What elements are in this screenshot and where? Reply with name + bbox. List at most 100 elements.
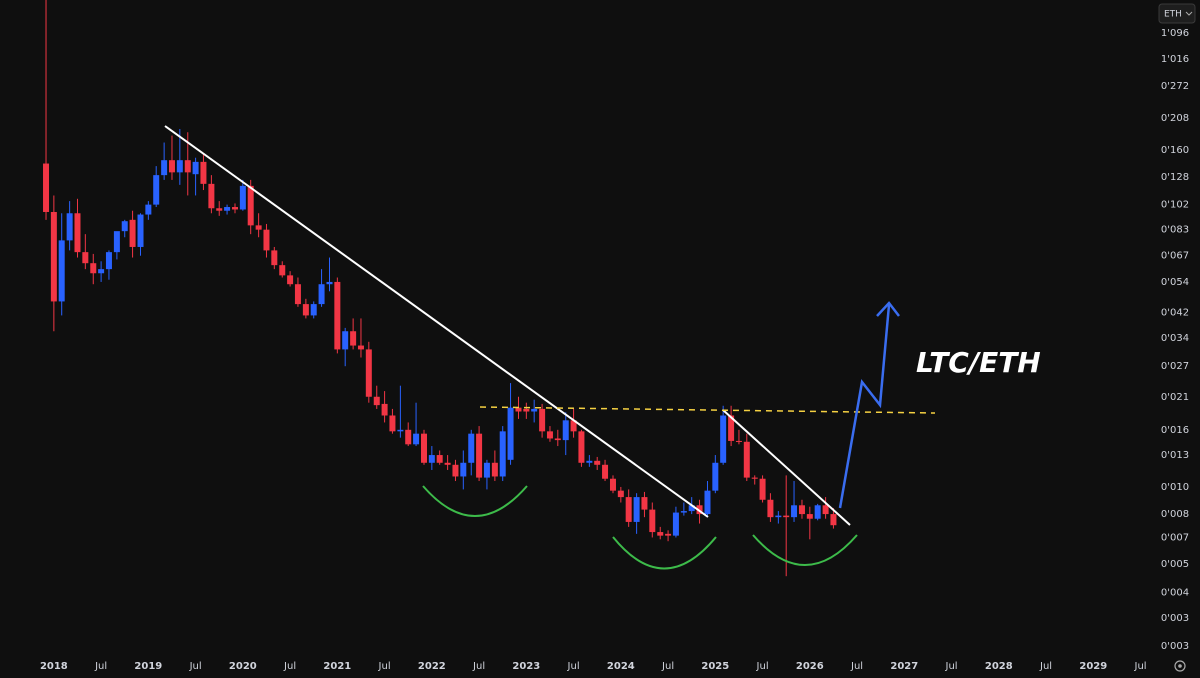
candle-body [491,462,498,477]
candle-body [822,505,829,515]
y-tick-label: 0'067 [1161,251,1189,262]
candle-body [405,429,412,445]
x-tick-label: 2028 [985,661,1013,672]
y-tick-label: 0'027 [1161,361,1189,372]
candle-body [287,275,294,285]
candle-body [680,511,687,513]
candle-body [452,464,459,477]
annotation: LTC/ETH [916,346,1041,379]
candle-body [239,185,246,210]
candle-body [357,345,364,350]
y-tick-label: 0'208 [1161,113,1189,124]
candle-body [342,331,349,350]
candle-body [232,207,239,210]
symbol-box[interactable] [1158,3,1196,24]
y-tick-label: 0'054 [1161,277,1189,288]
x-axis: 2018 Jul 2019 Jul 2020 Jul 2021 Jul 2022 Jul 2023 J… [40,661,1147,672]
candle-body [798,505,805,515]
base-arc [752,534,858,566]
symbol-label[interactable]: ETH [1164,10,1182,20]
candle-body [672,512,679,536]
y-tick-label: 0'042 [1161,307,1189,318]
candle-body [507,407,514,460]
candle-body [113,231,120,253]
x-tick-label: Jul [945,661,958,672]
y-tick-label: 0'010 [1161,482,1189,493]
candle-body [145,204,152,215]
x-tick-label: 2027 [890,661,918,672]
candle-body [161,160,168,176]
candle-body [649,509,656,533]
candle-body [184,160,191,173]
x-tick-label: Jul [756,661,769,672]
candle-body [318,284,325,305]
candle-body [523,408,530,412]
dropdown-icon[interactable] [1185,11,1193,16]
candle-body [137,214,144,247]
y-tick-label: 0'272 [1161,81,1189,92]
base-arc [422,485,528,517]
candle-body [688,505,695,512]
x-tick-label: 2020 [229,661,257,672]
candle-body [302,304,309,316]
trend-line [164,125,709,518]
candle-body [515,407,522,412]
candle-body [428,455,435,463]
candle-body [586,460,593,463]
x-tick-label: Jul [661,661,674,672]
candle-body [814,505,821,519]
candle-body [373,396,380,406]
candle-body [168,160,175,173]
candle-body [594,460,601,465]
candle-body [720,415,727,463]
candle-body [546,431,553,439]
candle-body [350,331,357,346]
candle-body [121,221,128,232]
candle-body [570,420,577,432]
y-tick-label: 0'005 [1161,559,1189,570]
settings-icon-center[interactable] [1178,664,1182,668]
x-tick-label: Jul [378,661,391,672]
x-tick-label: 2025 [701,661,729,672]
y-axis: 1'096 1'016 0'272 0'208 0'160 0'128 0'102 0'083… [1161,28,1189,652]
y-tick-label: 0'004 [1161,587,1189,598]
candle-body [704,490,711,515]
arrow-head [876,301,900,317]
settings-button[interactable] [1174,660,1186,672]
candle-body [775,515,782,518]
candle-body [413,433,420,445]
candle-body [657,532,664,536]
y-tick-label: 0'008 [1161,509,1189,520]
candle-body [74,213,81,253]
x-tick-label: 2022 [418,661,446,672]
x-tick-label: 2026 [796,661,824,672]
candle-body [539,408,546,432]
symbol-select[interactable]: ETH [1158,3,1196,24]
candle-body [436,455,443,463]
x-tick-label: Jul [1134,661,1147,672]
candle-body [50,211,57,302]
x-tick-label: Jul [189,661,202,672]
x-tick-label: 2019 [134,661,162,672]
candle-body [617,490,624,498]
settings-icon[interactable] [1174,660,1186,672]
candle-body [200,161,207,184]
y-tick-label: 0'003 [1161,613,1189,624]
x-tick-label: Jul [283,661,296,672]
candle-body [444,462,451,465]
y-tick-label: 0'013 [1161,450,1189,461]
candle-body [216,208,223,211]
candle-body [791,505,798,518]
candle-body [271,250,278,266]
candle-body [830,514,837,526]
candle-body [767,499,774,518]
x-tick-label: 2024 [607,661,635,672]
candle-body [176,160,183,173]
candle-body [247,185,254,226]
candle-body [806,514,813,519]
candle-body [609,478,616,491]
candle-body [554,438,561,441]
candle-body [326,281,333,285]
candle-body [735,440,742,442]
